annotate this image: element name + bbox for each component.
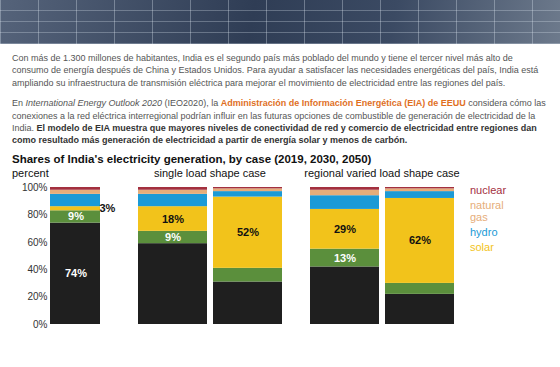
svg-text:9%: 9% xyxy=(165,231,181,243)
svg-text:62%: 62% xyxy=(409,234,431,246)
html-text:hydro: hydro xyxy=(470,225,498,238)
svg-text:29%: 29% xyxy=(334,223,356,235)
svg-text:40%: 40% xyxy=(27,264,47,275)
svg-text:80%: 80% xyxy=(27,209,47,220)
html-text:En International Energy Outloo: En International Energy Outlook 2020 (IE… xyxy=(12,98,546,146)
svg-text:60%: 60% xyxy=(27,236,47,247)
html-text:regional varied load shape cas: regional varied load shape case xyxy=(304,166,460,179)
svg-text:100%: 100% xyxy=(22,182,48,193)
svg-text:18%: 18% xyxy=(162,212,184,224)
svg-text:13%: 13% xyxy=(334,251,356,263)
svg-text:52%: 52% xyxy=(237,226,259,238)
html-text:nuclear: nuclear xyxy=(470,183,507,196)
html-text:solar: solar xyxy=(470,240,494,253)
svg-text:0%: 0% xyxy=(33,319,48,330)
html-text:Con más de 1.300 millones de h: Con más de 1.300 millones de habitantes,… xyxy=(12,53,539,88)
html-text:Shares of India's electricity: Shares of India's electricity generation… xyxy=(12,152,372,165)
html-text:natural gas: natural gas xyxy=(470,198,504,223)
html-text:percent: percent xyxy=(12,166,49,179)
html-text:single load shape case: single load shape case xyxy=(154,166,266,179)
svg-text:74%: 74% xyxy=(65,267,87,279)
svg-text:9%: 9% xyxy=(68,210,84,222)
svg-text:3%: 3% xyxy=(99,202,115,214)
svg-text:20%: 20% xyxy=(27,291,47,302)
